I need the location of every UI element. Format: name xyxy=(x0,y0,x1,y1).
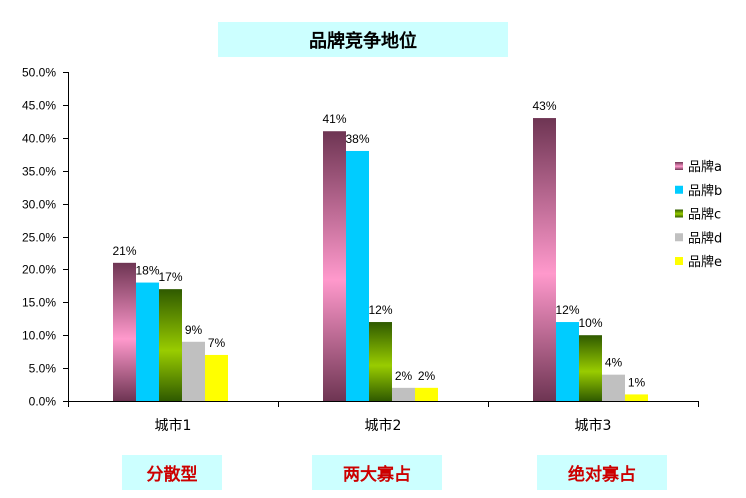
data-label: 12% xyxy=(368,303,392,317)
bar-series-5-category-1 xyxy=(205,354,228,401)
data-labels: 21%41%43%18%38%12%17%12%10%9%2%4%7%2% 1% xyxy=(112,99,645,389)
bar-series-4-category-1 xyxy=(182,341,205,401)
legend-item: 品牌c xyxy=(675,207,721,223)
data-label: 2% xyxy=(418,369,436,383)
y-tick-label: 40.0% xyxy=(22,132,56,146)
category-note: 绝对寡占 xyxy=(537,455,667,490)
y-tick-label: 30.0% xyxy=(22,198,56,212)
y-tick-label: 10.0% xyxy=(22,329,56,343)
y-tick-label: 25.0% xyxy=(22,231,56,245)
category-note: 两大寡占 xyxy=(312,455,442,490)
data-label: 9% xyxy=(185,323,203,337)
data-label: 41% xyxy=(322,112,346,126)
y-tick-label: 20.0% xyxy=(22,263,56,277)
y-tick-label: 45.0% xyxy=(22,99,56,113)
legend-item: 品牌d xyxy=(675,230,722,246)
data-label: 17% xyxy=(158,270,182,284)
y-tick-label: 0.0% xyxy=(29,395,57,409)
bar-series-1-category-3 xyxy=(533,118,556,401)
data-label: 18% xyxy=(135,264,159,278)
bar-series-2-category-3 xyxy=(556,322,579,401)
bar-series-3-category-3 xyxy=(579,335,602,401)
bar-series-4-category-3 xyxy=(602,374,625,401)
bar-series-2-category-2 xyxy=(346,150,369,401)
legend-swatch xyxy=(675,185,683,194)
y-tick-label: 15.0% xyxy=(22,296,56,310)
data-label: 7% xyxy=(208,336,226,350)
legend-item: 品牌b xyxy=(675,183,722,199)
x-category-label: 城市2 xyxy=(365,417,402,434)
data-label: 21% xyxy=(112,244,136,258)
data-label: 12% xyxy=(555,303,579,317)
data-label: 2% xyxy=(395,369,413,383)
bar-series-3-category-1 xyxy=(159,289,182,401)
x-category-label: 城市1 xyxy=(155,417,192,434)
y-tick-label: 5.0% xyxy=(29,362,57,376)
axes: 0.0% 5.0% 10.0% 15.0% 20.0% 25.0% 30.0% 35.0% 40… xyxy=(22,66,699,434)
y-tick-label: 35.0% xyxy=(22,165,56,179)
legend-label: 品牌e xyxy=(688,254,722,270)
data-label: 4% xyxy=(605,356,623,370)
legend-label: 品牌d xyxy=(688,230,722,246)
legend-label: 品牌a xyxy=(688,159,722,175)
legend-swatch xyxy=(675,233,683,242)
legend-swatch xyxy=(675,257,683,265)
bar-series-2-category-1 xyxy=(136,282,159,401)
bar-series-5-category-2 xyxy=(415,387,438,401)
bars xyxy=(113,118,648,401)
bar-series-1-category-2 xyxy=(323,131,346,401)
chart-title: 品牌竞争地位 xyxy=(218,22,508,57)
bar-series-4-category-2 xyxy=(392,387,415,401)
legend-item: 品牌e xyxy=(675,254,722,270)
bar-series-1-category-1 xyxy=(113,262,136,401)
legend-item: 品牌a xyxy=(675,159,722,175)
data-label: 43% xyxy=(532,99,556,113)
category-note: 分散型 xyxy=(122,455,222,490)
legend-swatch xyxy=(675,162,683,170)
y-tick-label: 50.0% xyxy=(22,66,56,80)
legend-swatch xyxy=(675,209,683,218)
data-label: 1% xyxy=(628,375,646,389)
bar-series-3-category-2 xyxy=(369,322,392,401)
data-label: 10% xyxy=(578,316,602,330)
data-label: 38% xyxy=(345,132,369,146)
x-category-label: 城市3 xyxy=(575,417,612,434)
legend: 品牌a 品牌b 品牌c 品牌d 品牌e xyxy=(675,159,722,270)
bar-series-5-category-3 xyxy=(625,394,648,401)
legend-label: 品牌b xyxy=(688,183,722,199)
legend-label: 品牌c xyxy=(688,207,721,223)
